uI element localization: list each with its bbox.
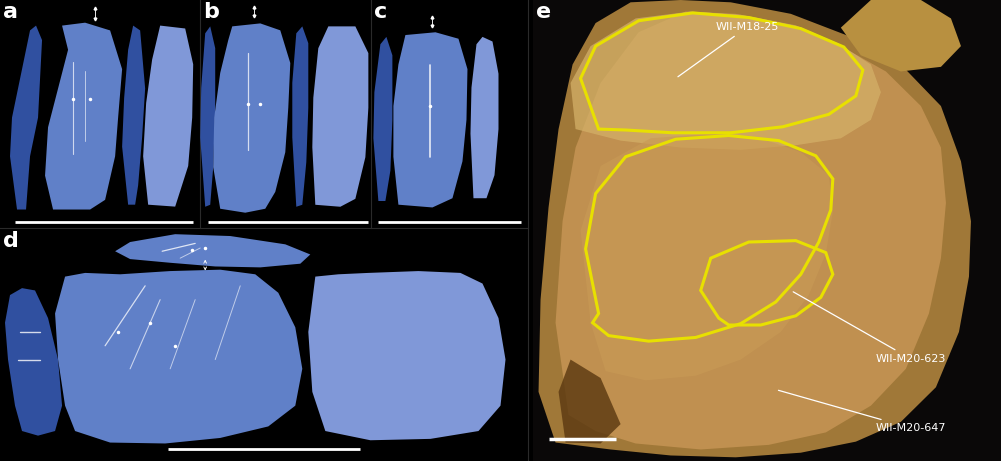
Polygon shape [5, 288, 62, 436]
Text: WII-M20-623: WII-M20-623 [793, 292, 946, 364]
Text: a: a [3, 2, 18, 22]
Polygon shape [308, 271, 506, 440]
Polygon shape [393, 32, 467, 207]
Polygon shape [581, 134, 833, 380]
Polygon shape [571, 12, 881, 150]
Polygon shape [200, 26, 215, 207]
Polygon shape [143, 26, 193, 207]
Text: WII-M18-25: WII-M18-25 [678, 22, 779, 77]
Text: b: b [203, 2, 219, 22]
Polygon shape [559, 360, 621, 443]
Polygon shape [10, 26, 42, 209]
Polygon shape [470, 37, 498, 198]
Text: d: d [3, 231, 19, 251]
Polygon shape [292, 26, 308, 207]
Polygon shape [539, 0, 971, 457]
Polygon shape [312, 26, 368, 207]
Bar [533, 0, 1001, 461]
Polygon shape [556, 12, 946, 449]
Polygon shape [115, 234, 310, 267]
Polygon shape [373, 37, 392, 201]
Polygon shape [841, 0, 961, 71]
Polygon shape [55, 270, 302, 443]
Text: e: e [536, 2, 551, 22]
Polygon shape [122, 26, 145, 205]
Polygon shape [45, 23, 122, 209]
Text: c: c [374, 2, 387, 22]
Polygon shape [213, 24, 290, 213]
Text: WII-M20-647: WII-M20-647 [779, 390, 946, 433]
